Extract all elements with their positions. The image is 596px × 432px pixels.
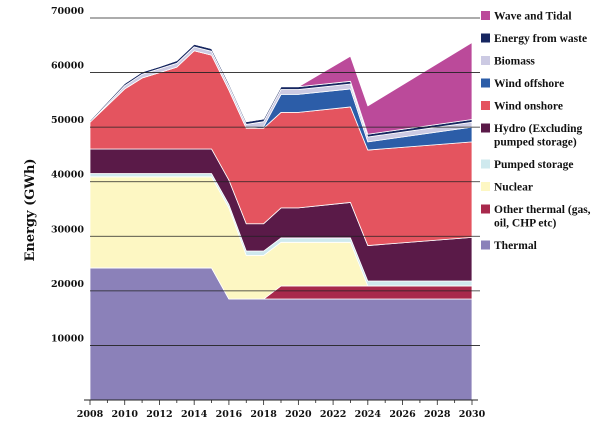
legend-label: Wind onshore <box>494 101 563 113</box>
legend-swatch <box>481 123 490 133</box>
x-tick-label: 2026 <box>389 409 416 420</box>
legend-label: oil, CHP etc) <box>494 218 556 230</box>
legend-swatch <box>481 56 490 65</box>
x-tick-label: 2010 <box>112 409 139 420</box>
y-tick-label: 60000 <box>51 61 84 72</box>
x-tick-label: 2020 <box>285 409 312 420</box>
legend-label: Pumped storage <box>494 159 574 171</box>
legend-swatch <box>481 204 490 214</box>
x-tick-label: 2024 <box>355 409 382 420</box>
legend-item-nuclear: Nuclear <box>481 182 533 194</box>
legend-item-hydro-excluding-pumped-storage: Hydro (Excluding pumped storage) <box>481 123 583 149</box>
legend-label: Biomass <box>494 56 535 68</box>
y-tick-label: 70000 <box>51 6 84 17</box>
x-tick-label: 2012 <box>146 409 172 420</box>
legend-label: Energy from waste <box>494 33 587 45</box>
legend-item-pumped-storage: Pumped storage <box>481 159 574 171</box>
legend-swatch <box>481 240 490 250</box>
legend-swatch <box>481 101 490 110</box>
x-tick-label: 2030 <box>459 409 486 420</box>
y-tick-label: 10000 <box>51 333 84 344</box>
legend-swatch <box>481 33 490 43</box>
x-axis: 2008 2010 2012 2014 2016 2018 2020 2022 2024 2026… <box>77 399 486 420</box>
legend-label: Wave and Tidal <box>494 11 572 23</box>
gridlines <box>90 17 480 346</box>
legend-item-other-thermal-gas-oil-chp-etc: Other thermal (gas, oil, CHP etc) <box>481 204 591 230</box>
x-tick-label: 2018 <box>250 409 277 420</box>
legend-label: Thermal <box>494 240 537 252</box>
x-tick-label: 2028 <box>424 409 451 420</box>
legend-item-wind-offshore: Wind offshore <box>481 78 564 90</box>
y-tick-label: 50000 <box>51 115 84 126</box>
y-axis: 10000 20000 30000 40000 50000 60000 70000 <box>51 6 84 344</box>
x-tick-label: 2022 <box>320 409 346 420</box>
y-axis-title: Energy (GWh) <box>23 158 38 261</box>
legend-item-thermal: Thermal <box>481 240 537 252</box>
legend-swatch <box>481 182 490 191</box>
legend-item-wind-onshore: Wind onshore <box>481 101 563 113</box>
legend-label: pumped storage) <box>494 137 577 149</box>
y-tick-label: 40000 <box>51 170 84 181</box>
area-wave-and-tidal <box>89 42 473 135</box>
legend-item-wave-and-tidal: Wave and Tidal <box>481 11 572 23</box>
y-tick-label: 30000 <box>51 224 84 235</box>
area-layers <box>89 42 473 401</box>
legend-swatch <box>481 11 490 20</box>
legend-label: Nuclear <box>494 182 533 194</box>
y-tick-label: 20000 <box>51 279 84 290</box>
legend-item-biomass: Biomass <box>481 56 535 68</box>
x-tick-label: 2008 <box>77 409 104 420</box>
legend-item-energy-from-waste: Energy from waste <box>481 33 587 45</box>
legend-swatch <box>481 159 490 169</box>
legend-swatch <box>481 78 490 88</box>
legend-label: Wind offshore <box>494 78 564 90</box>
legend-label: Other thermal (gas, <box>494 204 591 216</box>
x-tick-label: 2014 <box>181 409 208 420</box>
legend: Wave and Tidal Energy from waste Biomass Wi… <box>481 11 591 252</box>
legend-label: Hydro (Excluding <box>494 123 583 135</box>
x-tick-label: 2016 <box>216 409 243 420</box>
